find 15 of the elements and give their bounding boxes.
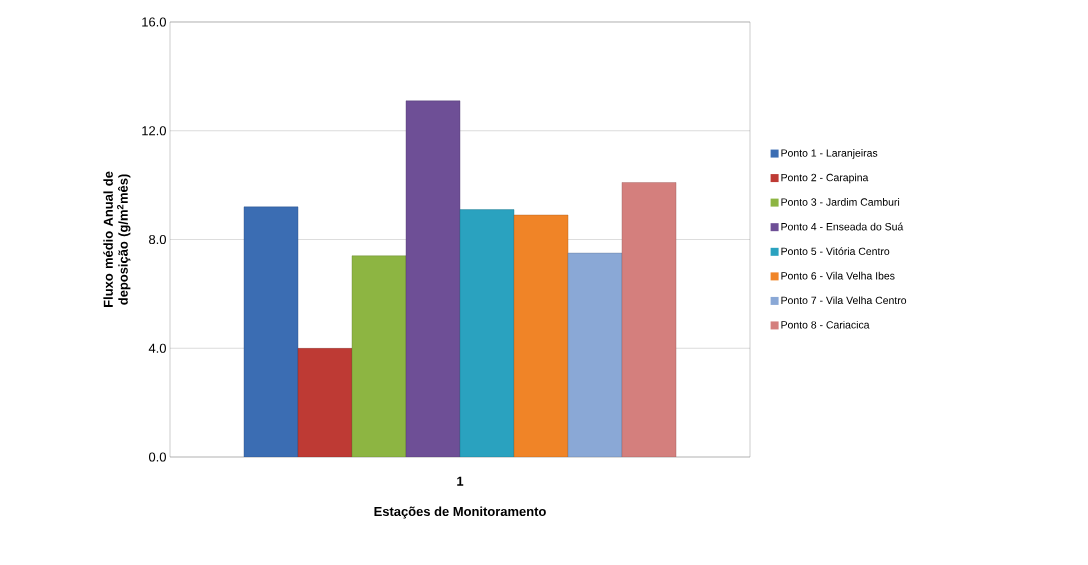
- legend-label: Ponto 7 - Vila Velha Centro: [781, 296, 907, 305]
- legend-label: Ponto 2 - Carapina: [781, 173, 869, 184]
- y-tick-label: 8.0: [149, 234, 166, 245]
- legend-label: Ponto 8 - Cariacica: [781, 320, 870, 329]
- legend-label: Ponto 1 - Laranjeiras: [781, 149, 878, 159]
- legend-label: Ponto 6 - Vila Velha Ibes: [781, 271, 895, 280]
- legend-label: Ponto 3 - Jardim Camburi: [781, 198, 900, 206]
- y-tick-label: 4.0: [148, 343, 166, 353]
- x-tick-label: 1: [457, 476, 464, 486]
- legend-label: Ponto 4 - Enseada do Suá: [781, 222, 904, 231]
- x-axis-title: Estações de Monitoramento: [374, 506, 546, 519]
- legend-label: Ponto 5 - Vitória Centro: [781, 247, 890, 256]
- y-tick-label: 16.0: [142, 17, 166, 27]
- y-tick-label: 12.0: [142, 126, 166, 136]
- y-tick-label: 0.0: [148, 452, 166, 462]
